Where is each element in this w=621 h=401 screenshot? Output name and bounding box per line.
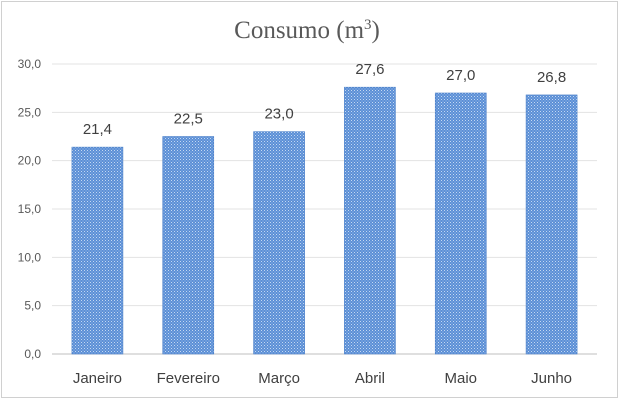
bars: [71, 86, 578, 355]
gridlines: [52, 63, 597, 355]
bar-value-label: 27,6: [355, 61, 384, 78]
x-category-label: Fevereiro: [157, 370, 220, 387]
bar: [162, 136, 215, 355]
bar: [71, 146, 124, 355]
bar: [344, 86, 396, 355]
bar-value-label: 23,0: [264, 106, 293, 123]
bar-value-label: 21,4: [83, 121, 112, 138]
x-category-label: Maio: [444, 370, 477, 387]
y-tick-label: 10,0: [18, 250, 42, 264]
x-axis-labels: Janeiro Fevereiro Março Abril Maio Junho: [73, 370, 572, 387]
bar-value-label: 27,0: [446, 67, 475, 84]
bar-value-label: 22,5: [174, 111, 203, 128]
x-category-label: Março: [258, 370, 300, 387]
chart-title-main: Consumo (m: [234, 17, 364, 44]
chart-title-suffix: ): [372, 17, 380, 44]
y-tick-label: 5,0: [24, 299, 41, 313]
y-tick-label: 20,0: [18, 154, 42, 168]
bar: [253, 131, 305, 355]
y-tick-label: 30,0: [18, 57, 42, 71]
bar-value-label: 26,8: [537, 69, 566, 86]
chart-title: Consumo (m3): [234, 17, 380, 44]
y-axis-ticks: 0,0 5,0 10,0 15,0 20,0 25,0 30,0: [18, 57, 42, 361]
y-tick-label: 15,0: [18, 202, 42, 216]
x-category-label: Janeiro: [73, 370, 122, 387]
bar: [434, 92, 487, 355]
bar: [525, 94, 578, 355]
data-labels: 21,4 22,5 23,0 27,6 27,0 26,8: [83, 61, 566, 138]
y-tick-label: 25,0: [18, 105, 42, 119]
x-category-label: Abril: [355, 370, 385, 387]
y-tick-label: 0,0: [24, 347, 41, 361]
x-category-label: Junho: [531, 370, 572, 387]
chart-title-superscript: 3: [364, 17, 372, 33]
